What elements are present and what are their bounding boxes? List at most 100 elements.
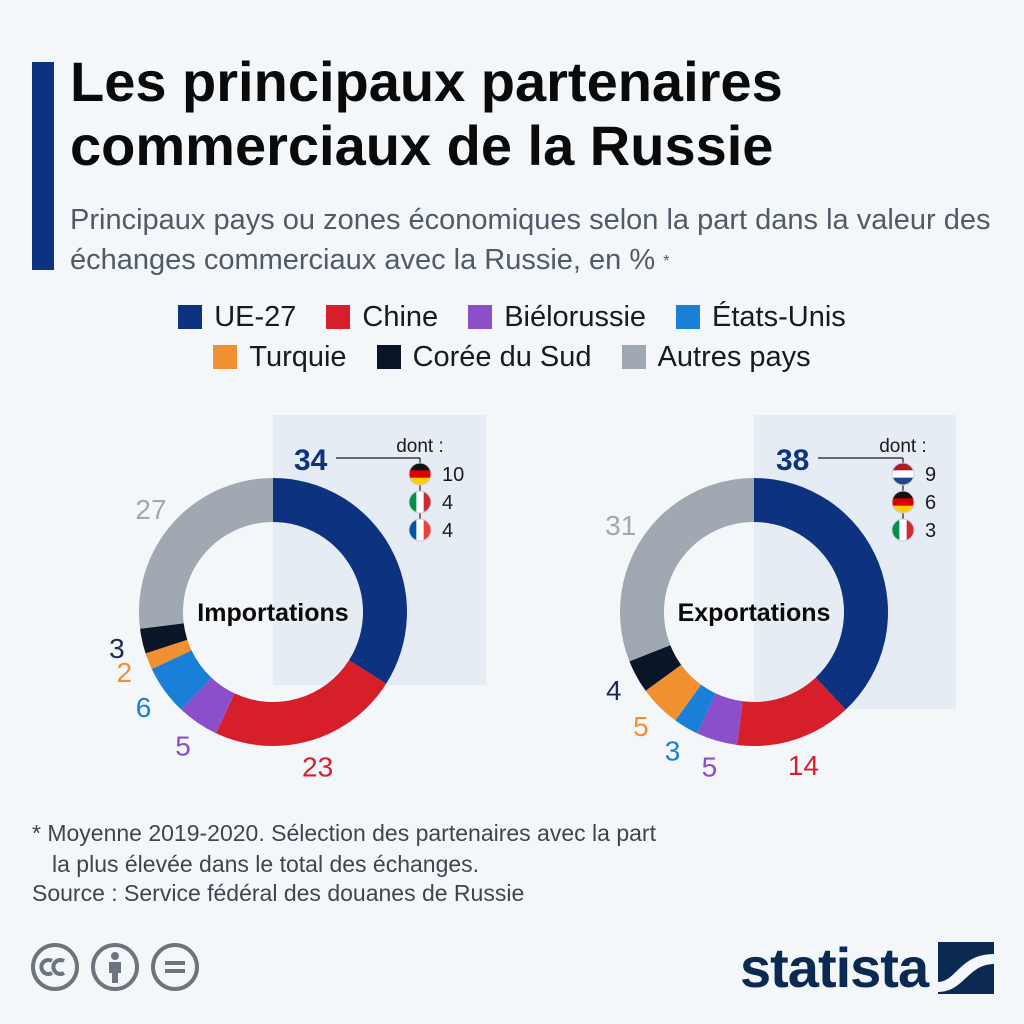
subtitle-footnote-mark: * (663, 253, 670, 270)
flag-border (891, 462, 915, 486)
flag-stripe (409, 491, 417, 513)
legend-row-1: UE-27 Chine Biélorussie États-Unis (0, 297, 1024, 337)
footnote-line-2: la plus élevée dans le total des échange… (52, 851, 480, 877)
donut-center-label: Importations (197, 599, 348, 627)
flag-stripe (899, 519, 908, 541)
legend-label: Autres pays (657, 340, 811, 373)
legend-swatch (621, 345, 646, 369)
legend-swatch (468, 305, 493, 329)
attribution-icon[interactable] (90, 942, 140, 992)
legend-item: Chine (326, 301, 438, 334)
donut-slice (151, 650, 212, 710)
donut-slice (629, 645, 682, 691)
donut-slice (273, 478, 407, 684)
legend-swatch (213, 345, 238, 369)
donut-slice (181, 677, 235, 734)
subtitle-text: Principaux pays ou zones économiques sel… (70, 204, 991, 276)
legend: UE-27 Chine Biélorussie États-Unis Turquie C… (0, 297, 1024, 377)
flag-stripe (892, 505, 914, 513)
chart-subtitle: Principaux pays ou zones économiques sel… (70, 200, 1000, 280)
flag-border (891, 490, 915, 514)
legend-label: États-Unis (712, 300, 846, 333)
flag-stripe (409, 470, 431, 479)
legend-item: Turquie (213, 340, 347, 374)
donut-slice (645, 664, 702, 721)
license-icons (30, 942, 200, 992)
slice-value-label: 3 (665, 736, 681, 767)
breakdown-value: 3 (925, 520, 936, 542)
breakdown-value: 6 (925, 492, 936, 514)
no-derivatives-icon[interactable] (150, 942, 200, 992)
legend-label: Turquie (249, 340, 347, 373)
slice-value-label: 5 (175, 730, 191, 761)
flag-border (408, 490, 432, 514)
italy-flag-icon (892, 519, 914, 541)
flag-stripe (892, 463, 914, 471)
donut-slice (145, 639, 192, 670)
germany-flag-icon (892, 491, 914, 513)
statista-logo[interactable]: statista (740, 935, 995, 1000)
france-flag-icon (409, 519, 431, 541)
donut-slice (754, 478, 888, 710)
breakdown-value: 9 (925, 464, 936, 486)
flag-stripe (423, 519, 431, 541)
flag-stripe (892, 498, 914, 507)
legend-label: Chine (362, 300, 439, 333)
flag-stripe (892, 491, 914, 499)
flag-border (408, 518, 432, 542)
legend-item: États-Unis (676, 301, 846, 334)
legend-item: Corée du Sud (376, 341, 592, 374)
slice-value-label: 5 (633, 711, 649, 742)
donut-slice (215, 660, 387, 746)
donut-slice (620, 478, 754, 662)
slice-value-label: 38 (776, 444, 809, 477)
legend-row-2: Turquie Corée du Sud Autres pays (0, 337, 1024, 377)
flag-stripe (423, 491, 431, 513)
breakdown-label: dont : (879, 436, 927, 457)
footnote-line-1: * Moyenne 2019-2020. Sélection des parte… (32, 820, 656, 846)
legend-swatch (676, 305, 701, 329)
slice-value-label: 3 (109, 633, 125, 664)
legend-item: UE-27 (178, 301, 296, 334)
flag-stripe (906, 519, 914, 541)
slice-value-label: 2 (116, 657, 132, 688)
statista-logo-icon (938, 941, 995, 994)
logo-text: statista (740, 936, 929, 999)
breakdown-value: 4 (442, 520, 453, 542)
flag-border (408, 462, 432, 486)
flag-stripe (416, 519, 425, 541)
legend-item: Autres pays (621, 340, 811, 374)
flag-stripe (892, 477, 914, 485)
flag-border (891, 518, 915, 542)
slice-value-label: 31 (605, 510, 636, 541)
legend-label: UE-27 (214, 300, 297, 333)
italy-flag-icon (409, 491, 431, 513)
donut-slice (140, 623, 188, 654)
slice-value-label: 34 (294, 444, 328, 477)
donut-center-label: Exportations (678, 599, 831, 627)
slice-value-label: 23 (302, 752, 333, 783)
legend-swatch (178, 305, 203, 329)
breakdown-label: dont : (396, 436, 444, 457)
legend-swatch (376, 345, 401, 369)
donut-slice (139, 478, 273, 629)
cc-icon[interactable] (30, 942, 80, 992)
legend-label: Biélorussie (504, 300, 647, 333)
footnote: * Moyenne 2019-2020. Sélection des parte… (32, 818, 656, 880)
breakdown-value: 10 (442, 464, 464, 486)
source-note: Source : Service fédéral des douanes de … (32, 880, 525, 906)
breakdown-value: 4 (442, 492, 453, 514)
slice-value-label: 4 (606, 675, 622, 706)
flag-stripe (416, 491, 425, 513)
slice-value-label: 27 (135, 494, 166, 525)
title-accent-bar (32, 62, 54, 270)
flag-stripe (892, 519, 900, 541)
flag-stripe (892, 470, 914, 479)
slice-value-label: 14 (788, 750, 819, 781)
flag-stripe (409, 519, 417, 541)
legend-swatch (326, 305, 351, 329)
donut-slice (675, 684, 716, 734)
